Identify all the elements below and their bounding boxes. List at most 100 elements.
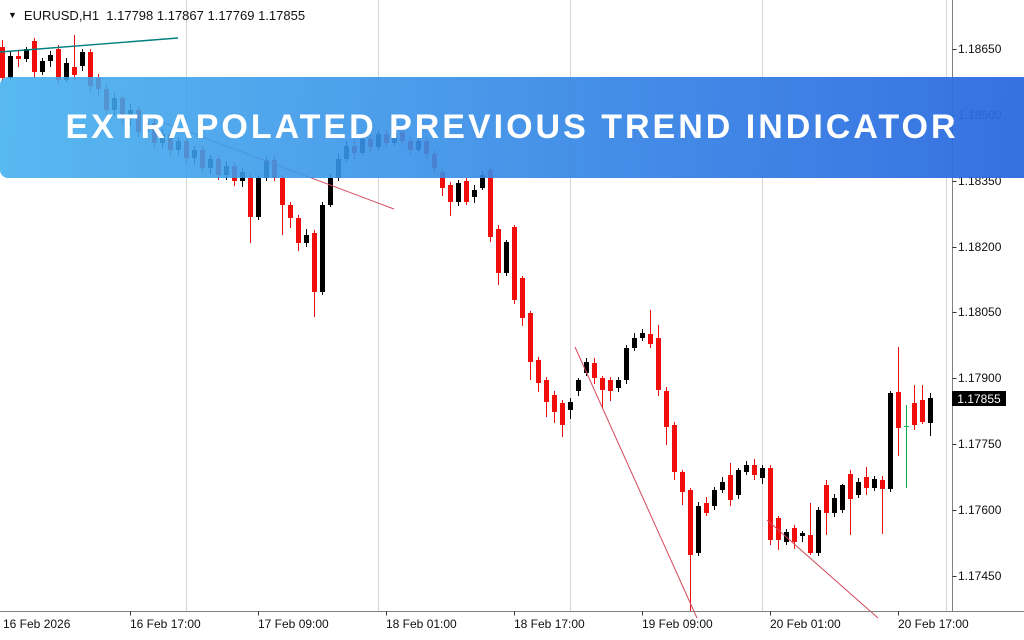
- indicator-banner-title: EXTRAPOLATED PREVIOUS TREND INDICATOR: [65, 108, 959, 146]
- time-axis-label: 20 Feb 01:00: [770, 617, 841, 631]
- candle-body: [552, 395, 557, 412]
- time-axis-label: 19 Feb 09:00: [642, 617, 713, 631]
- candle-body: [672, 425, 677, 472]
- candle-body: [704, 503, 709, 513]
- candle-body: [456, 183, 461, 202]
- candle-body: [816, 510, 821, 553]
- candle-body: [0, 47, 5, 78]
- candle-body: [448, 185, 453, 202]
- candle-body: [256, 178, 261, 217]
- candle-body: [760, 468, 765, 478]
- price-axis-label: 1.17600: [958, 503, 1002, 517]
- candle-body: [48, 55, 53, 61]
- candle-body: [800, 533, 805, 536]
- candle-body: [616, 380, 621, 388]
- candle-body: [728, 475, 733, 500]
- extrapolated-trend-2[interactable]: [574, 346, 698, 619]
- candle-body: [752, 465, 757, 475]
- candle-body: [88, 52, 93, 86]
- candle-body: [872, 479, 877, 488]
- candle-body: [696, 506, 701, 553]
- candle-body: [528, 313, 533, 362]
- previous-trend-line[interactable]: [0, 37, 179, 53]
- candle-body: [488, 170, 493, 237]
- candle-body: [8, 56, 13, 78]
- candle-body: [520, 278, 525, 318]
- candle-body: [584, 362, 589, 373]
- candle-body: [608, 380, 613, 391]
- candle-body: [320, 205, 325, 292]
- candle-body: [920, 400, 925, 422]
- symbol-dropdown-arrow-icon[interactable]: ▼: [8, 10, 17, 20]
- candle-body: [624, 348, 629, 380]
- time-axis-label: 16 Feb 17:00: [130, 617, 201, 631]
- candle-body: [280, 178, 285, 205]
- candle-body: [440, 172, 445, 188]
- candle-body: [328, 178, 333, 205]
- time-axis-label: 20 Feb 17:00: [898, 617, 969, 631]
- candle-body: [72, 67, 77, 75]
- candle-body: [304, 235, 309, 243]
- candle-body: [296, 218, 301, 243]
- candle-body: [680, 472, 685, 492]
- candle-body: [640, 333, 645, 338]
- candle-body: [496, 229, 501, 273]
- price-axis-label: 1.17750: [958, 437, 1002, 451]
- time-axis-label: 18 Feb 01:00: [386, 617, 457, 631]
- symbol-ohlc-text: EURUSD,H1 1.17798 1.17867 1.17769 1.1785…: [23, 8, 306, 23]
- candle-body: [64, 63, 69, 80]
- candle-body: [504, 242, 509, 273]
- current-price-badge: 1.17855: [952, 391, 1006, 406]
- candle-body: [568, 402, 573, 410]
- extrapolated-trend-3[interactable]: [766, 519, 879, 619]
- time-axis-label: 17 Feb 09:00: [258, 617, 329, 631]
- candle-body: [248, 178, 253, 217]
- candle-body: [776, 518, 781, 540]
- candle-body: [864, 477, 869, 488]
- price-axis-label: 1.18200: [958, 240, 1002, 254]
- candle-body: [312, 233, 317, 292]
- candle-body: [736, 470, 741, 495]
- candle-body: [600, 378, 605, 390]
- candle-body: [288, 205, 293, 218]
- candle-body: [464, 181, 469, 202]
- candle-body: [720, 482, 725, 490]
- candle-body: [848, 474, 853, 499]
- candle-body: [16, 56, 21, 59]
- price-axis-label: 1.18050: [958, 305, 1002, 319]
- candle-body: [80, 52, 85, 66]
- price-axis-label: 1.18650: [958, 42, 1002, 56]
- candle-body: [512, 227, 517, 300]
- candle-body: [856, 482, 861, 495]
- candle-body: [880, 480, 885, 489]
- candle-body: [888, 393, 893, 489]
- candle-body: [472, 190, 477, 197]
- candle-body: [832, 498, 837, 513]
- candle-body: [40, 61, 45, 72]
- candle-body: [544, 380, 549, 402]
- candle-body: [896, 392, 901, 428]
- price-axis-label: 1.17450: [958, 569, 1002, 583]
- candle-body: [56, 49, 61, 80]
- candle-body: [632, 338, 637, 348]
- candle-body: [840, 485, 845, 510]
- candle-body: [536, 360, 541, 383]
- candle-body: [480, 175, 485, 188]
- candle-body: [32, 41, 37, 72]
- candle-body: [744, 465, 749, 472]
- candle-body: [904, 426, 909, 427]
- candle-body: [576, 380, 581, 391]
- candle-body: [688, 490, 693, 555]
- candle-body: [592, 363, 597, 378]
- candle-body: [792, 528, 797, 542]
- time-axis-label: 18 Feb 17:00: [514, 617, 585, 631]
- time-axis-label: 16 Feb 2026: [3, 617, 71, 631]
- time-axis[interactable]: 16 Feb 2026 16 Feb 17:00 17 Feb 09:00 18 Fe…: [0, 612, 1024, 640]
- candle-body: [656, 338, 661, 390]
- chart-header: ▼ EURUSD,H1 1.17798 1.17867 1.17769 1.17…: [8, 8, 305, 23]
- candle-body: [824, 485, 829, 513]
- candle-body: [808, 535, 813, 553]
- candle-body: [560, 403, 565, 425]
- candle-body: [928, 398, 933, 423]
